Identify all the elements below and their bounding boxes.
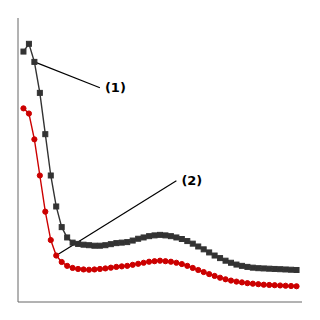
svg-text:(2): (2)	[181, 173, 202, 188]
svg-text:(1): (1)	[105, 80, 126, 95]
